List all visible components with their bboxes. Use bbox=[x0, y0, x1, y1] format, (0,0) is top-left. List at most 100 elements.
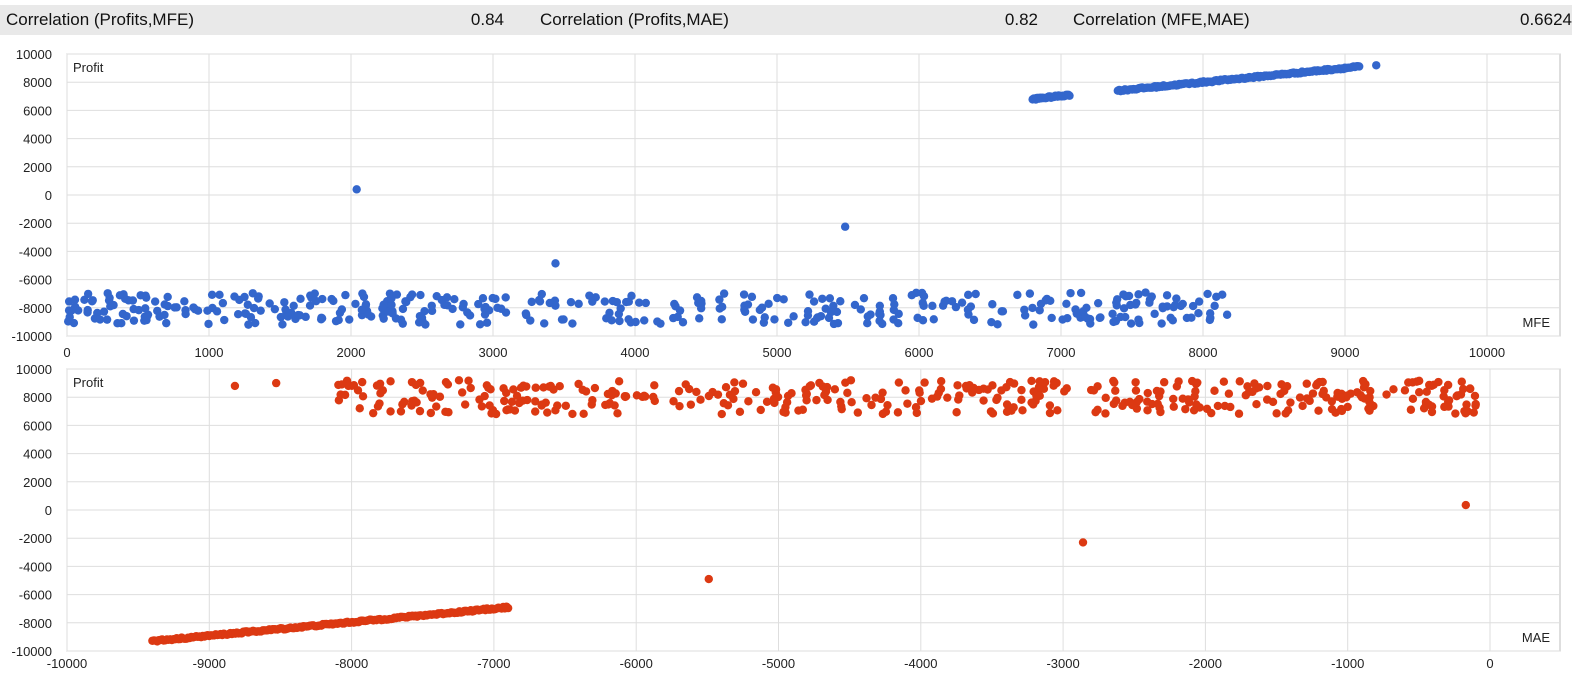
mfe-data-point bbox=[1036, 299, 1046, 309]
mfe-x-tick-label: 1000 bbox=[195, 345, 224, 360]
mfe-data-point bbox=[67, 306, 76, 315]
mae-data-point bbox=[579, 409, 588, 419]
mfe-y-tick-label: 10000 bbox=[16, 47, 52, 62]
mfe-data-point bbox=[987, 317, 996, 327]
mae-data-point bbox=[1365, 406, 1374, 415]
mae-x-tick-label: -2000 bbox=[1189, 656, 1222, 671]
mfe-data-point bbox=[574, 299, 583, 309]
mfe-data-point bbox=[938, 301, 948, 310]
mae-data-point bbox=[1358, 376, 1368, 386]
mae-data-point bbox=[1002, 407, 1012, 416]
mfe-data-point bbox=[537, 289, 546, 299]
mfe-data-point bbox=[566, 297, 576, 307]
mfe-data-point bbox=[280, 298, 289, 307]
mae-data-point bbox=[762, 397, 772, 406]
mfe-data-point bbox=[218, 298, 228, 308]
mae-data-point bbox=[704, 391, 714, 401]
mfe-data-point bbox=[478, 294, 488, 303]
mfe-data-point bbox=[162, 318, 171, 328]
mfe-data-point bbox=[1150, 309, 1159, 319]
mfe-data-point bbox=[1066, 288, 1075, 298]
mae-data-point bbox=[460, 400, 470, 409]
mae-data-point bbox=[1408, 378, 1417, 387]
mae-data-point bbox=[744, 397, 753, 406]
mae-data-point bbox=[986, 407, 996, 416]
mae-y-tick-label: 4000 bbox=[23, 447, 52, 462]
mae-data-point bbox=[894, 378, 904, 387]
mae-data-point bbox=[1406, 405, 1416, 414]
mfe-data-point bbox=[1194, 309, 1203, 318]
mfe-x-tick-label: 2000 bbox=[337, 345, 366, 360]
mae-data-point bbox=[1131, 378, 1140, 387]
mae-data-point bbox=[1462, 400, 1471, 409]
mfe-data-point bbox=[1158, 302, 1167, 311]
mfe-x-tick-label: 8000 bbox=[1189, 345, 1218, 360]
mfe-y-tick-label: 6000 bbox=[23, 103, 52, 118]
mfe-data-point bbox=[607, 316, 616, 325]
mfe-data-point bbox=[351, 299, 360, 309]
mfe-data-point bbox=[608, 296, 618, 306]
mae-data-point bbox=[603, 389, 613, 399]
mae-data-point bbox=[1357, 393, 1367, 402]
mae-data-point bbox=[1452, 392, 1461, 401]
mae-data-point bbox=[457, 388, 467, 397]
mae-data-point bbox=[604, 400, 613, 409]
mae-data-point bbox=[1359, 383, 1369, 392]
mfe-data-point bbox=[134, 305, 143, 315]
mfe-data-point bbox=[616, 304, 625, 313]
mae-data-point bbox=[878, 409, 888, 419]
mae-data-point bbox=[507, 397, 517, 407]
mae-data-point bbox=[426, 408, 436, 418]
mae-x-tick-label: -3000 bbox=[1046, 656, 1079, 671]
mae-data-point bbox=[847, 397, 856, 407]
mfe-y-tick-label: -10000 bbox=[12, 329, 52, 344]
mae-x-tick-label: -6000 bbox=[620, 656, 653, 671]
mae-data-point bbox=[903, 399, 912, 408]
mfe-data-point bbox=[496, 304, 506, 313]
mfe-data-point bbox=[474, 299, 483, 309]
mfe-data-point bbox=[859, 293, 869, 303]
mae-data-point bbox=[1382, 390, 1391, 399]
mfe-data-point bbox=[829, 301, 838, 311]
mfe-y-axis-label: Profit bbox=[73, 60, 104, 75]
mae-data-point bbox=[412, 398, 421, 407]
mfe-data-point bbox=[963, 305, 973, 314]
mae-data-point bbox=[1451, 409, 1460, 418]
mfe-data-point bbox=[207, 290, 217, 300]
mfe-data-point bbox=[160, 300, 169, 309]
mae-data-point bbox=[1365, 397, 1374, 407]
stat-label-profits-mae: Correlation (Profits,MAE) bbox=[540, 10, 729, 29]
mae-data-point bbox=[862, 394, 871, 403]
mfe-data-point bbox=[345, 315, 354, 324]
mae-data-point bbox=[1017, 385, 1026, 395]
mfe-data-point bbox=[102, 315, 112, 324]
mfe-data-point bbox=[387, 300, 396, 309]
mae-data-point bbox=[1470, 391, 1480, 401]
mfe-data-point bbox=[818, 294, 827, 303]
mfe-data-point bbox=[1072, 309, 1081, 318]
mfe-data-point bbox=[1086, 319, 1095, 328]
mae-data-point bbox=[1009, 403, 1018, 412]
mae-data-point bbox=[372, 381, 382, 390]
mfe-data-point bbox=[803, 306, 813, 316]
mae-data-point bbox=[953, 381, 962, 390]
mae-data-point bbox=[1336, 393, 1345, 402]
mfe-data-point bbox=[181, 309, 190, 319]
mfe-data-point bbox=[669, 313, 678, 323]
mae-data-point bbox=[686, 400, 696, 409]
mae-data-point bbox=[1189, 406, 1199, 415]
mae-data-point bbox=[1045, 401, 1055, 410]
mae-data-point bbox=[837, 404, 846, 414]
mae-data-point bbox=[704, 574, 713, 584]
mae-data-point bbox=[843, 388, 852, 398]
mae-data-point bbox=[1178, 394, 1187, 403]
mae-y-tick-label: -10000 bbox=[12, 644, 52, 659]
mfe-data-point bbox=[278, 320, 287, 329]
mfe-data-point bbox=[129, 316, 139, 325]
mfe-data-point bbox=[656, 319, 665, 328]
mae-data-point bbox=[713, 390, 723, 399]
mae-x-tick-label: -7000 bbox=[477, 656, 510, 671]
mae-data-point bbox=[1400, 386, 1410, 395]
mae-data-point bbox=[853, 408, 863, 417]
